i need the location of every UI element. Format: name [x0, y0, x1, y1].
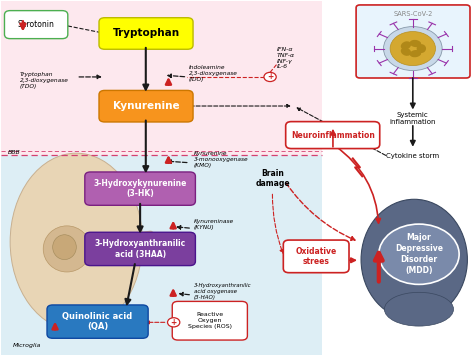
Bar	[0, 1, 322, 155]
FancyBboxPatch shape	[85, 172, 195, 205]
Text: +: +	[267, 72, 273, 82]
Text: Kynurenine
3-monooxygenase
(KMO): Kynurenine 3-monooxygenase (KMO)	[193, 151, 248, 168]
Bar	[0, 155, 322, 355]
Text: +: +	[171, 318, 177, 327]
Text: Neuroinflammation: Neuroinflammation	[291, 131, 374, 140]
Ellipse shape	[43, 226, 91, 272]
Ellipse shape	[384, 292, 454, 326]
Ellipse shape	[10, 153, 143, 330]
Text: Kynurenine: Kynurenine	[113, 101, 179, 111]
Text: Quinolinic acid
(QA): Quinolinic acid (QA)	[63, 312, 133, 331]
Text: Microglia: Microglia	[12, 343, 41, 348]
Text: Kynureninase
(KYNU): Kynureninase (KYNU)	[193, 219, 234, 230]
Ellipse shape	[401, 41, 411, 49]
FancyBboxPatch shape	[172, 302, 247, 340]
Ellipse shape	[361, 199, 467, 320]
FancyBboxPatch shape	[85, 232, 195, 266]
Text: Tryptophan: Tryptophan	[112, 28, 180, 38]
FancyBboxPatch shape	[356, 5, 470, 78]
Text: 3-Hydroxyanthranilic
acid oxygenase
(3-HAO): 3-Hydroxyanthranilic acid oxygenase (3-H…	[193, 283, 251, 300]
Text: IFN-α
TNF-α
INF-γ
IL-6: IFN-α TNF-α INF-γ IL-6	[277, 47, 295, 69]
Ellipse shape	[401, 48, 411, 56]
Text: Indoleamine
2,3-dioxygenase
(IDO): Indoleamine 2,3-dioxygenase (IDO)	[189, 65, 237, 82]
Ellipse shape	[410, 50, 421, 57]
Circle shape	[264, 72, 276, 82]
Text: Major
Depressive
Disorder
(MDD): Major Depressive Disorder (MDD)	[395, 233, 443, 276]
Text: Tryptophan
2,3-dioxygenase
(TDO): Tryptophan 2,3-dioxygenase (TDO)	[19, 72, 68, 89]
Circle shape	[167, 318, 180, 327]
Ellipse shape	[53, 235, 76, 260]
Circle shape	[390, 32, 436, 66]
Circle shape	[379, 224, 459, 284]
FancyBboxPatch shape	[47, 305, 148, 338]
Circle shape	[383, 27, 442, 70]
Text: Serotonin: Serotonin	[18, 20, 55, 29]
Text: Brain
damage: Brain damage	[255, 169, 290, 188]
Text: SARS-CoV-2: SARS-CoV-2	[393, 11, 433, 17]
FancyBboxPatch shape	[286, 122, 380, 148]
Bar	[322, 1, 474, 355]
Text: Cytokine storm: Cytokine storm	[386, 153, 439, 159]
Ellipse shape	[417, 44, 426, 53]
Text: 3-Hydroxyanthranilic
acid (3HAA): 3-Hydroxyanthranilic acid (3HAA)	[94, 239, 186, 258]
Text: Reactive
Oxygen
Species (ROS): Reactive Oxygen Species (ROS)	[188, 313, 232, 329]
Text: BBB: BBB	[8, 150, 20, 155]
FancyBboxPatch shape	[4, 11, 68, 39]
Ellipse shape	[410, 40, 421, 47]
FancyBboxPatch shape	[99, 18, 193, 49]
Text: Oxidative
strees: Oxidative strees	[295, 247, 337, 266]
FancyBboxPatch shape	[99, 90, 193, 122]
Text: Systemic
inflammation: Systemic inflammation	[390, 112, 436, 125]
Text: 3-Hydroxykynurenine
(3-HK): 3-Hydroxykynurenine (3-HK)	[93, 179, 187, 198]
FancyBboxPatch shape	[283, 240, 349, 273]
